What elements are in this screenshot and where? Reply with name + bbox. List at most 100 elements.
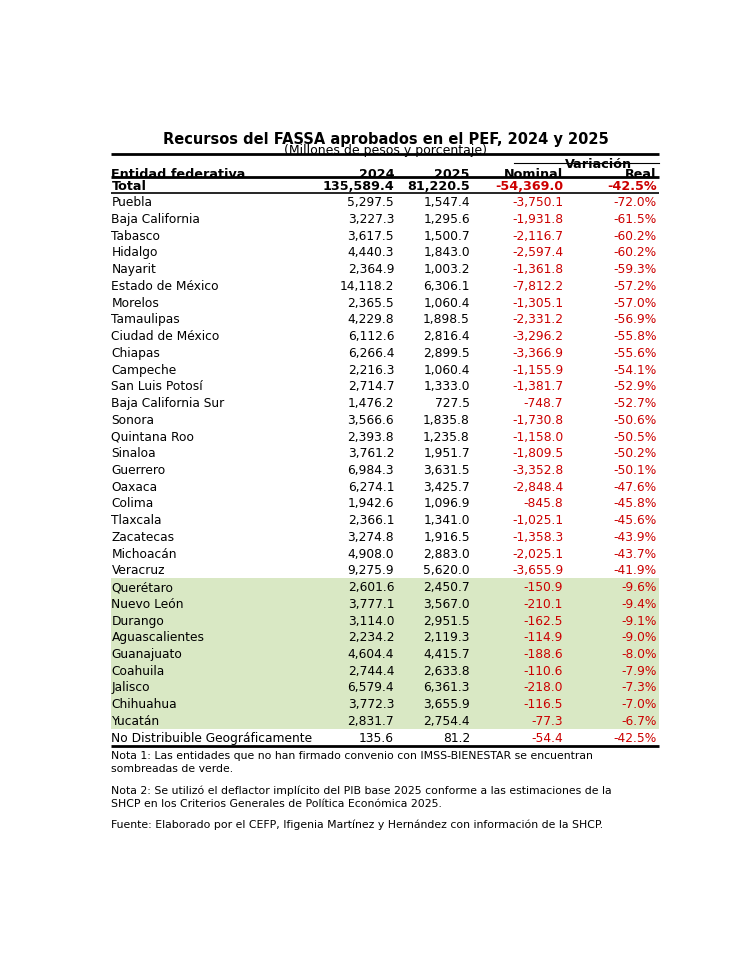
Text: -54.1%: -54.1% (613, 363, 656, 376)
Text: -7.0%: -7.0% (621, 698, 656, 710)
Text: -45.8%: -45.8% (613, 497, 656, 510)
Text: -60.2%: -60.2% (614, 246, 656, 259)
Text: 6,361.3: 6,361.3 (423, 680, 470, 694)
Text: -42.5%: -42.5% (613, 731, 656, 744)
Text: Nuevo León: Nuevo León (111, 597, 184, 610)
Text: Guanajuato: Guanajuato (111, 648, 182, 660)
Text: -845.8: -845.8 (523, 497, 563, 510)
Text: -218.0: -218.0 (523, 680, 563, 694)
Text: 2,816.4: 2,816.4 (423, 330, 470, 343)
Text: 3,777.1: 3,777.1 (347, 597, 394, 610)
Text: 3,566.6: 3,566.6 (347, 413, 394, 427)
Text: 3,655.9: 3,655.9 (423, 698, 470, 710)
Text: -7.3%: -7.3% (621, 680, 656, 694)
Text: 1,295.6: 1,295.6 (423, 212, 470, 226)
Text: -1,025.1: -1,025.1 (512, 513, 563, 527)
Text: -2,848.4: -2,848.4 (512, 480, 563, 493)
Bar (111, 678, 660, 696)
Text: Campeche: Campeche (111, 363, 177, 376)
Text: 2,393.8: 2,393.8 (347, 431, 394, 443)
Text: -1,158.0: -1,158.0 (512, 431, 563, 443)
Text: Chiapas: Chiapas (111, 347, 160, 359)
Text: 4,440.3: 4,440.3 (347, 246, 394, 259)
Text: Morelos: Morelos (111, 296, 159, 309)
Text: Nota 1: Las entidades que no han firmado convenio con IMSS-BIENESTAR se encuentr: Nota 1: Las entidades que no han firmado… (111, 751, 593, 774)
Text: 2,365.5: 2,365.5 (347, 296, 394, 309)
Text: 2,601.6: 2,601.6 (347, 580, 394, 594)
Text: Nota 2: Se utilizó el deflactor implícito del PIB base 2025 conforme a las estim: Nota 2: Se utilizó el deflactor implícit… (111, 784, 612, 808)
Text: 2,744.4: 2,744.4 (347, 664, 394, 678)
Bar (111, 646, 660, 662)
Text: -2,597.4: -2,597.4 (512, 246, 563, 259)
Text: Yucatán: Yucatán (111, 714, 159, 727)
Text: -3,352.8: -3,352.8 (512, 463, 563, 477)
Text: 1,916.5: 1,916.5 (423, 530, 470, 543)
Text: -43.9%: -43.9% (614, 530, 656, 543)
Text: -6.7%: -6.7% (621, 714, 656, 727)
Text: 135.6: 135.6 (359, 731, 394, 744)
Text: 5,297.5: 5,297.5 (347, 196, 394, 209)
Text: 3,425.7: 3,425.7 (423, 480, 470, 493)
Text: 2,119.3: 2,119.3 (423, 630, 470, 644)
Text: Hidalgo: Hidalgo (111, 246, 158, 259)
Text: 6,306.1: 6,306.1 (423, 280, 470, 292)
Text: -3,750.1: -3,750.1 (512, 196, 563, 209)
Text: -162.5: -162.5 (523, 614, 563, 627)
Text: 5,620.0: 5,620.0 (423, 564, 470, 577)
Text: -9.0%: -9.0% (621, 630, 656, 644)
Text: -1,381.7: -1,381.7 (512, 380, 563, 393)
Text: -72.0%: -72.0% (614, 196, 656, 209)
Text: 3,617.5: 3,617.5 (347, 230, 394, 242)
Text: 2,754.4: 2,754.4 (423, 714, 470, 727)
Text: 4,604.4: 4,604.4 (347, 648, 394, 660)
Text: Tlaxcala: Tlaxcala (111, 513, 162, 527)
Text: -52.7%: -52.7% (613, 397, 656, 409)
Text: -50.2%: -50.2% (613, 447, 656, 459)
Text: -1,730.8: -1,730.8 (512, 413, 563, 427)
Text: -114.9: -114.9 (524, 630, 563, 644)
Text: 1,341.0: 1,341.0 (423, 513, 470, 527)
Text: Zacatecas: Zacatecas (111, 530, 174, 543)
Text: 14,118.2: 14,118.2 (340, 280, 394, 292)
Text: Nayarit: Nayarit (111, 263, 156, 276)
Text: Puebla: Puebla (111, 196, 153, 209)
Text: -2,116.7: -2,116.7 (512, 230, 563, 242)
Text: 2025: 2025 (435, 168, 470, 181)
Bar (111, 628, 660, 646)
Text: -3,655.9: -3,655.9 (512, 564, 563, 577)
Text: -110.6: -110.6 (524, 664, 563, 678)
Text: 1,235.8: 1,235.8 (423, 431, 470, 443)
Text: -3,296.2: -3,296.2 (512, 330, 563, 343)
Text: -1,361.8: -1,361.8 (512, 263, 563, 276)
Text: Sonora: Sonora (111, 413, 154, 427)
Text: No Distribuible Geográficamente: No Distribuible Geográficamente (111, 731, 313, 744)
Text: Jalisco: Jalisco (111, 680, 150, 694)
Text: 4,415.7: 4,415.7 (423, 648, 470, 660)
Text: -188.6: -188.6 (523, 648, 563, 660)
Text: 2,364.9: 2,364.9 (347, 263, 394, 276)
Text: Michoacán: Michoacán (111, 547, 177, 560)
Text: -1,809.5: -1,809.5 (512, 447, 563, 459)
Text: 3,114.0: 3,114.0 (347, 614, 394, 627)
Text: 2,883.0: 2,883.0 (423, 547, 470, 560)
Text: -50.6%: -50.6% (613, 413, 656, 427)
Text: San Luis Potosí: San Luis Potosí (111, 380, 203, 393)
Text: Fuente: Elaborado por el CEFP, Ifigenia Martínez y Hernández con información de : Fuente: Elaborado por el CEFP, Ifigenia … (111, 819, 604, 828)
Bar (111, 579, 660, 596)
Text: Baja California Sur: Baja California Sur (111, 397, 225, 409)
Text: -2,331.2: -2,331.2 (512, 313, 563, 326)
Text: -57.0%: -57.0% (613, 296, 656, 309)
Text: 1,060.4: 1,060.4 (423, 363, 470, 376)
Text: 6,112.6: 6,112.6 (347, 330, 394, 343)
Text: 6,984.3: 6,984.3 (347, 463, 394, 477)
Text: 3,761.2: 3,761.2 (347, 447, 394, 459)
Text: 1,951.7: 1,951.7 (423, 447, 470, 459)
Text: -1,931.8: -1,931.8 (512, 212, 563, 226)
Text: (Millones de pesos y porcentaje): (Millones de pesos y porcentaje) (284, 143, 487, 157)
Text: -77.3: -77.3 (532, 714, 563, 727)
Text: Estado de México: Estado de México (111, 280, 219, 292)
Text: -1,358.3: -1,358.3 (512, 530, 563, 543)
Text: -8.0%: -8.0% (621, 648, 656, 660)
Text: 727.5: 727.5 (435, 397, 470, 409)
Text: 6,274.1: 6,274.1 (347, 480, 394, 493)
